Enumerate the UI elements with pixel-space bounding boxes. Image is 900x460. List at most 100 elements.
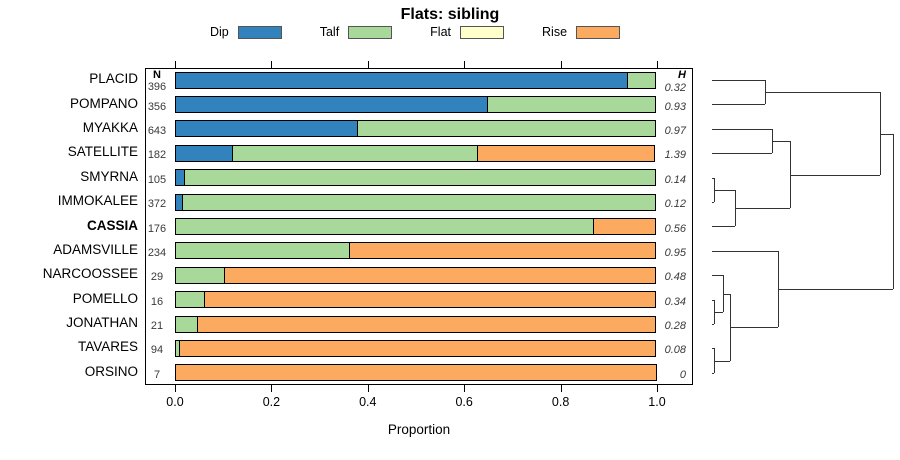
legend-label: Dip	[209, 25, 229, 39]
h-value: 0.34	[664, 295, 686, 308]
stacked-bar	[175, 364, 657, 382]
bar-segment-rise	[592, 218, 656, 235]
bar-segment-talf	[182, 193, 656, 211]
dendrogram-hline	[730, 327, 778, 328]
chart-title: Flats: sibling	[400, 6, 500, 23]
legend-item-rise: Rise	[542, 25, 621, 39]
n-value: 105	[147, 173, 167, 186]
h-value: 0.32	[664, 82, 686, 94]
dendrogram-hline	[712, 178, 714, 179]
stacked-bar	[175, 144, 657, 162]
stacked-bar	[175, 315, 657, 333]
stacked-bar	[175, 242, 657, 260]
row-label: TAVARES	[77, 339, 138, 355]
stacked-bar	[175, 193, 657, 211]
n-value: 643	[147, 124, 167, 137]
dendrogram-hline	[712, 251, 778, 252]
legend: Dip Talf Flat Rise	[0, 25, 830, 39]
x-tick-top	[657, 61, 658, 68]
x-tick-bottom	[560, 385, 562, 392]
dendrogram-vline	[714, 348, 715, 373]
row-label: NARCOOSSEE	[42, 266, 138, 282]
row-label: ORSINO	[84, 363, 138, 379]
x-tick-top	[271, 61, 273, 68]
legend-label: Talf	[319, 25, 340, 39]
bar-segment-dip	[175, 120, 359, 138]
dendrogram-hline	[712, 80, 765, 81]
bar-segment-talf	[231, 144, 478, 162]
n-value: 16	[150, 295, 164, 308]
dendrogram-vline	[893, 134, 894, 289]
bar-segment-dip	[175, 71, 629, 89]
bar-segment-talf	[487, 96, 656, 114]
bar-segment-rise	[203, 291, 656, 309]
row-label: SATELLITE	[67, 144, 138, 160]
n-value: 356	[147, 100, 167, 113]
bar-segment-talf	[357, 120, 656, 138]
legend-label: Rise	[542, 25, 568, 39]
h-column-header: H	[678, 69, 686, 81]
x-tick-top	[367, 61, 369, 68]
stacked-bar	[175, 218, 657, 235]
dendrogram-hline	[714, 312, 723, 313]
x-tick-label: 0.0	[166, 395, 184, 409]
stacked-bar	[175, 291, 657, 309]
dendrogram-hline	[712, 373, 714, 374]
x-tick-bottom	[657, 385, 658, 392]
stacked-bar	[175, 266, 657, 284]
dendrogram-vline	[880, 92, 881, 175]
h-value: 0.12	[664, 198, 686, 211]
dendrogram-hline	[723, 294, 730, 295]
dendrogram-hline	[735, 208, 790, 209]
x-tick-top	[560, 61, 562, 68]
bar-segment-talf	[627, 71, 656, 89]
n-value: 94	[150, 344, 164, 357]
bar-segment-rise	[175, 364, 657, 382]
h-value: 0.08	[664, 344, 686, 357]
dendrogram-hline	[712, 348, 714, 349]
dendrogram-hline	[765, 92, 880, 93]
bar-segment-talf	[175, 291, 205, 309]
row-label: SMYRNA	[80, 168, 138, 184]
x-tick-bottom	[271, 385, 273, 392]
x-tick-bottom	[464, 385, 466, 392]
bar-segment-rise	[348, 242, 656, 260]
bar-segment-dip	[175, 96, 489, 114]
dendrogram-hline	[712, 129, 772, 130]
row-label: CASSIA	[86, 217, 138, 233]
dendrogram-hline	[790, 175, 880, 176]
row-label: IMMOKALEE	[57, 193, 138, 209]
n-value: 182	[147, 149, 167, 162]
x-tick-label: 0.4	[359, 395, 377, 409]
legend-item-dip: Dip	[210, 25, 282, 39]
h-value: 0.97	[664, 124, 686, 137]
h-value: 0.14	[664, 173, 686, 186]
dendrogram-hline	[712, 226, 735, 227]
legend-swatch	[348, 25, 393, 39]
dendrogram-hline	[778, 289, 893, 290]
dendrogram-hline	[712, 324, 714, 325]
dendrogram-hline	[712, 275, 723, 276]
legend-swatch	[237, 25, 282, 39]
row-label: MYAKKA	[82, 119, 138, 135]
n-value: 396	[147, 81, 167, 93]
row-label: JONATHAN	[66, 315, 138, 331]
dendrogram-hline	[712, 300, 714, 301]
dendrogram-hline	[772, 141, 790, 142]
bar-segment-rise	[223, 266, 656, 284]
n-value: 21	[150, 320, 164, 333]
legend-swatch	[576, 25, 621, 39]
dendrogram-hline	[712, 202, 714, 203]
n-value: 372	[147, 198, 167, 211]
stacked-bar	[175, 71, 657, 89]
bar-segment-rise	[179, 339, 656, 357]
dendrogram-vline	[790, 141, 791, 208]
row-label: PLACID	[89, 71, 138, 87]
stacked-bar	[175, 120, 657, 138]
legend-swatch	[460, 25, 505, 39]
bar-segment-talf	[175, 315, 199, 333]
legend-item-talf: Talf	[319, 25, 393, 39]
bar-segment-talf	[175, 218, 594, 235]
row-label: ADAMSVILLE	[53, 241, 138, 257]
